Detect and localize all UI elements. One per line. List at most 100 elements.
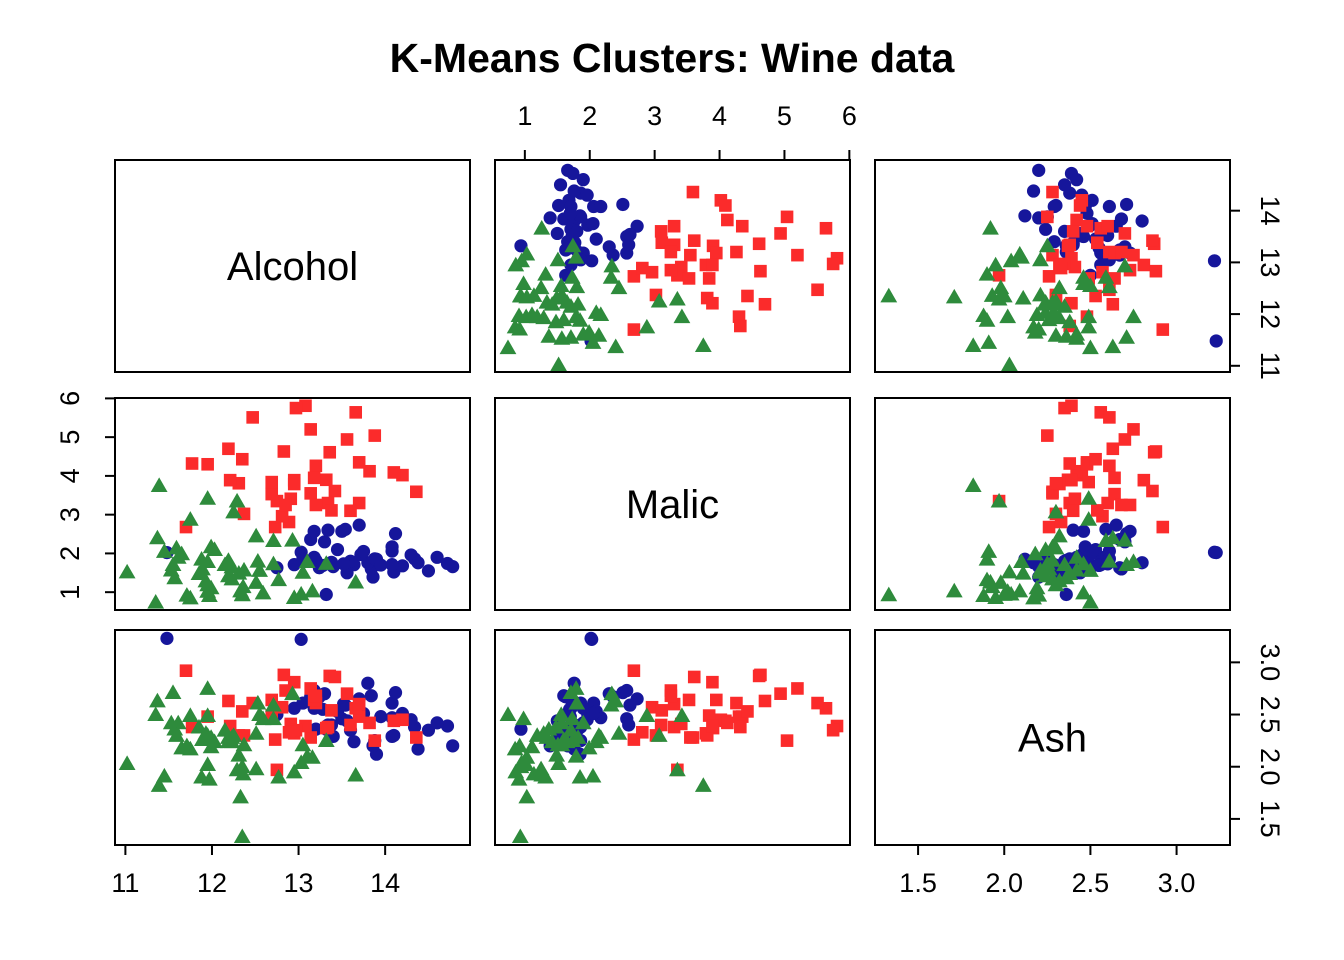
point-triangle <box>1013 249 1030 264</box>
point-square <box>340 687 354 700</box>
point-square <box>758 694 772 708</box>
point-triangle <box>533 220 551 235</box>
point-triangle <box>673 308 691 324</box>
point-square <box>277 445 291 458</box>
point-triangle <box>1080 308 1098 324</box>
point-square <box>791 248 804 262</box>
point-triangle <box>607 338 625 354</box>
point-circle <box>347 735 361 749</box>
point-square <box>410 731 423 744</box>
point-square <box>710 246 723 260</box>
point-triangle <box>199 756 217 772</box>
point-square <box>780 734 794 747</box>
point-circle <box>1057 178 1072 192</box>
tick-label: 2.0 <box>1255 748 1285 786</box>
point-square <box>1106 442 1120 456</box>
point-square <box>1103 411 1116 424</box>
tick-label: 14 <box>1255 196 1285 226</box>
point-triangle <box>249 552 267 568</box>
point-triangle <box>602 269 620 284</box>
point-triangle <box>571 312 589 327</box>
point-circle <box>567 184 581 198</box>
point-square <box>664 245 678 259</box>
point-square <box>1089 289 1102 303</box>
tick-label: 3 <box>647 101 662 131</box>
point-square <box>222 442 235 456</box>
point-square <box>344 718 357 732</box>
point-triangle <box>568 694 586 710</box>
point-circle <box>1207 254 1222 268</box>
point-square <box>719 199 732 212</box>
point-triangle <box>234 578 252 594</box>
point-circle <box>1076 524 1091 538</box>
point-square <box>287 473 301 487</box>
point-square <box>1146 234 1159 247</box>
point-triangle <box>511 287 529 303</box>
point-square <box>265 487 279 501</box>
point-triangle <box>173 739 191 755</box>
point-triangle <box>164 684 182 700</box>
point-square <box>1042 270 1056 283</box>
point-triangle <box>247 574 265 589</box>
point-triangle <box>945 582 963 598</box>
point-circle <box>1120 197 1134 212</box>
point-square <box>1080 219 1094 233</box>
point-square <box>1082 475 1095 489</box>
point-circle <box>430 716 444 730</box>
point-square <box>706 675 719 689</box>
point-circle <box>566 166 580 181</box>
point-triangle <box>987 256 1005 272</box>
point-triangle <box>197 572 215 588</box>
point-triangle <box>265 696 282 712</box>
point-triangle <box>1030 587 1048 602</box>
point-square <box>1108 471 1121 485</box>
point-square <box>706 296 719 310</box>
point-triangle <box>199 490 217 505</box>
point-triangle <box>147 594 165 609</box>
point-circle <box>594 199 608 214</box>
point-square <box>304 731 317 744</box>
point-square <box>645 700 659 714</box>
point-triangle <box>1082 277 1099 293</box>
point-triangle <box>590 727 608 742</box>
point-triangle <box>990 492 1008 508</box>
point-triangle <box>555 731 573 746</box>
point-triangle <box>1056 298 1073 313</box>
point-triangle <box>650 727 668 742</box>
points-r2c1 <box>499 631 844 844</box>
axis-top-malic: 1 2 3 4 5 6 <box>517 101 857 160</box>
point-triangle <box>567 748 585 763</box>
point-triangle <box>638 318 656 334</box>
tick-label: 6 <box>55 391 85 406</box>
point-triangle <box>1047 292 1065 308</box>
tick-label: 6 <box>842 101 857 131</box>
panel-r2c1 <box>494 629 851 846</box>
point-triangle <box>169 714 187 730</box>
point-triangle <box>540 328 558 343</box>
point-triangle <box>511 320 529 336</box>
panel-r2c2: Ash <box>874 629 1231 846</box>
point-triangle <box>550 356 568 372</box>
point-triangle <box>118 563 136 579</box>
point-square <box>636 725 649 739</box>
point-square <box>1066 504 1080 518</box>
points-r1c0 <box>118 399 460 609</box>
point-circle <box>338 522 352 536</box>
point-circle <box>336 697 351 711</box>
point-triangle <box>150 477 168 492</box>
point-square <box>319 473 333 487</box>
point-triangle <box>1013 553 1030 568</box>
point-circle <box>330 542 345 557</box>
diagonal-label-ash: Ash <box>1018 717 1087 761</box>
point-circle <box>552 198 566 213</box>
point-square <box>684 731 697 744</box>
point-square <box>687 670 701 684</box>
point-square <box>1115 245 1128 259</box>
point-square <box>235 452 249 466</box>
point-square <box>309 498 323 512</box>
point-square <box>774 687 787 700</box>
point-triangle <box>1047 327 1065 342</box>
point-circle <box>317 535 332 549</box>
point-triangle <box>507 256 525 272</box>
point-triangle <box>668 761 686 777</box>
